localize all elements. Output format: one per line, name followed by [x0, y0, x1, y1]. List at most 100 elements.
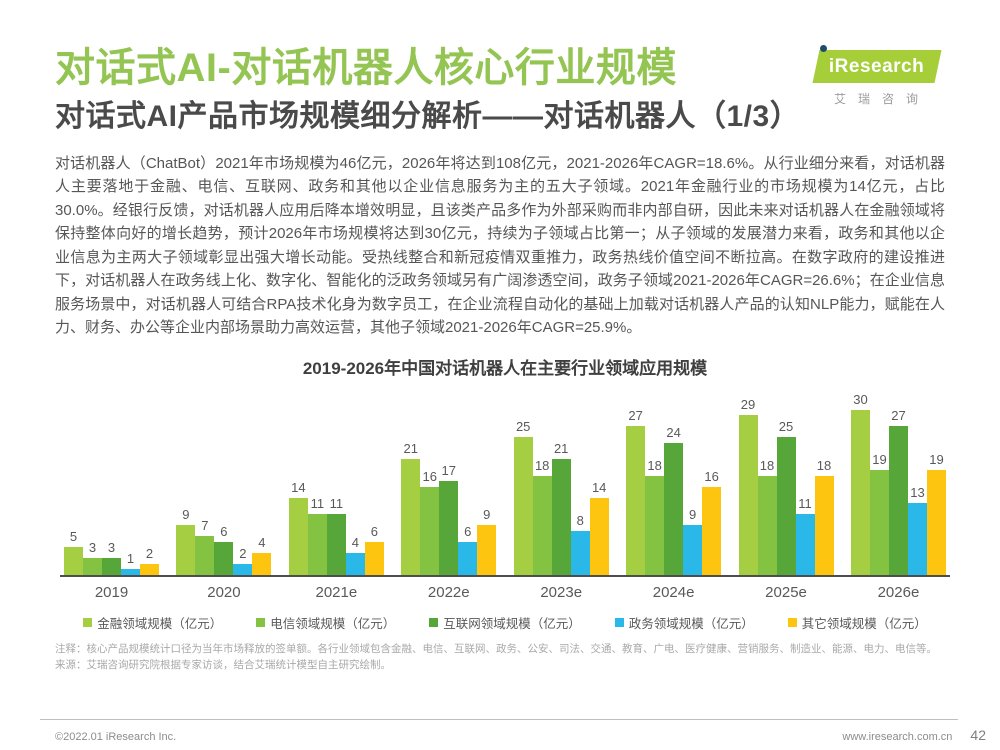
bar-value-label: 18: [647, 457, 662, 473]
x-axis-label-2025e: 2025e: [765, 583, 807, 601]
bar-value-label: 18: [534, 457, 550, 473]
bar-2025e-series4: 18: [814, 458, 834, 575]
legend-label: 其它领域规模（亿元）: [801, 616, 927, 631]
bar-2021e-series4: 6: [364, 523, 384, 575]
source-text: 来源：艾瑞咨询研究院根据专家访谈，结合艾瑞统计模型自主研究绘制。: [55, 658, 391, 671]
bar-2026e-series4: 19: [926, 452, 946, 575]
x-axis-label-2019: 2019: [94, 583, 129, 601]
bar: [121, 569, 140, 575]
legend-item-1: 电信领域规模（亿元）: [256, 613, 395, 632]
bar-2025e-series0: 29: [738, 397, 758, 575]
bar: [814, 475, 834, 575]
bar-2021e-series2: 11: [326, 496, 346, 575]
bar-value-label: 16: [704, 468, 719, 484]
bar: [532, 475, 552, 575]
bar-2022e-series0: 21: [401, 441, 421, 575]
bar-2022e-series1: 16: [420, 469, 440, 575]
iresearch-logo: iResearch 艾瑞咨询: [812, 45, 942, 107]
note-text: 注释：核心产品规模统计口径为当年市场释放的签单额。各行业领域包含金融、电信、互联…: [55, 642, 937, 655]
bar-2023e-series2: 21: [551, 441, 571, 575]
bar-2025e-series1: 18: [757, 457, 777, 575]
bar: [570, 530, 590, 575]
bar-group-2024e: 27 18 24 9 16: [626, 408, 722, 575]
bar-2024e-series0: 27: [626, 408, 646, 575]
bar-value-label: 11: [329, 496, 344, 511]
bar-2023e-series3: 8: [570, 512, 590, 575]
bar: [926, 470, 946, 575]
legend-label: 电信领域规模（亿元）: [270, 616, 396, 631]
legend-swatch-icon: [614, 617, 624, 627]
bar-group-2026e: 30 19 27 13 19: [850, 392, 946, 575]
bar-2020-series3: 2: [233, 545, 253, 575]
bar-value-label: 3: [88, 540, 97, 555]
bar-value-label: 4: [258, 534, 266, 550]
bar-value-label: 14: [291, 479, 306, 495]
bar-2024e-series4: 16: [702, 468, 722, 575]
bar-value-label: 21: [553, 441, 569, 456]
bar: [757, 475, 777, 575]
bar-value-label: 2: [239, 545, 247, 561]
bar-2023e-series4: 14: [589, 480, 609, 575]
iresearch-logo-text: iResearch: [829, 55, 925, 77]
bar: [102, 558, 121, 575]
bar-value-label: 6: [370, 523, 378, 539]
legend-item-0: 金融领域规模（亿元）: [83, 613, 222, 632]
bar: [401, 459, 421, 575]
bar: [907, 503, 927, 575]
legend-swatch-icon: [787, 617, 797, 627]
bar: [477, 525, 497, 575]
bar-value-label: 2: [145, 545, 154, 561]
footer-divider: [40, 719, 958, 720]
bar-value-label: 29: [740, 397, 756, 412]
x-axis-label-2024e: 2024e: [652, 583, 695, 601]
bar-value-label: 11: [310, 496, 325, 511]
bar: [326, 514, 346, 575]
footer: ©2022.01 iResearch Inc. www.iresearch.co…: [55, 727, 986, 743]
bar: [702, 486, 722, 575]
bar-value-label: 18: [759, 457, 775, 473]
page-subtitle: 对话式AI产品市场规模细分解析——对话机器人（1/3）: [55, 100, 801, 133]
bar-group-2023e: 25 18 21 8 14: [513, 419, 609, 575]
x-axis-label-2026e: 2026e: [877, 583, 920, 601]
bar-2020-series1: 7: [195, 518, 215, 575]
legend-item-4: 其它领域规模（亿元）: [787, 613, 927, 632]
bar: [795, 514, 815, 575]
legend-item-2: 互联网领域规模（亿元）: [429, 613, 581, 632]
website-text: www.iresearch.com.cn: [842, 731, 953, 743]
bar-value-label: 1: [126, 551, 135, 566]
bar-2020-series2: 6: [214, 524, 234, 575]
bar: [513, 437, 533, 575]
bar-2021e-series1: 11: [307, 496, 327, 575]
bar-2019-series1: 3: [83, 540, 102, 575]
bar-value-label: 9: [688, 507, 697, 522]
bar-2019-series4: 2: [140, 546, 159, 575]
bar-2026e-series0: 30: [850, 392, 870, 575]
bar: [214, 541, 234, 575]
legend-label: 政务领域规模（亿元）: [628, 616, 754, 631]
x-axis-label-2020: 2020: [207, 583, 241, 601]
logo-dot-icon: [820, 45, 827, 52]
bar-value-label: 7: [201, 518, 209, 533]
x-axis-label-2021e: 2021e: [315, 583, 358, 601]
bar-2024e-series3: 9: [683, 507, 703, 575]
bar-value-label: 27: [891, 408, 906, 423]
bar-2024e-series1: 18: [645, 457, 665, 575]
bar-value-label: 24: [666, 424, 681, 440]
bar-2023e-series1: 18: [532, 457, 552, 575]
bar-group-2022e: 21 16 17 6 9: [401, 441, 497, 575]
bar: [645, 475, 665, 575]
bar: [420, 486, 440, 575]
bar: [458, 541, 478, 575]
bar-value-label: 17: [441, 463, 456, 478]
body-paragraph: 对话机器人（ChatBot）2021年市场规模为46亿元，2026年将达到108…: [55, 154, 945, 337]
bar: [551, 459, 571, 575]
bar: [288, 497, 308, 575]
legend-item-3: 政务领域规模（亿元）: [614, 613, 754, 632]
bar-value-label: 8: [576, 512, 584, 528]
bar-2026e-series3: 13: [907, 485, 927, 575]
bar-2020-series4: 4: [252, 534, 272, 575]
bar-2022e-series3: 6: [458, 524, 478, 575]
bar-2020-series0: 9: [176, 507, 196, 575]
bar: [776, 437, 796, 575]
